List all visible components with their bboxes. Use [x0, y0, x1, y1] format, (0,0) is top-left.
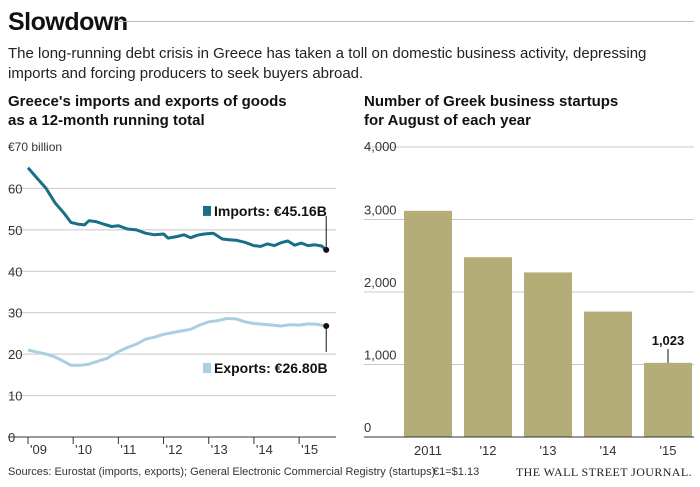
bar-y-tick-label: 1,000	[364, 348, 397, 363]
imports-series-line	[26, 166, 328, 252]
bar-chart-title: Number of Greek business startups for Au…	[364, 92, 618, 130]
bar-y-tick-label: 3,000	[364, 203, 397, 218]
line-chart-title: Greece's imports and exports of goods as…	[8, 92, 287, 130]
headline: Slowdown	[8, 8, 128, 36]
line-y-tick-label: 50	[8, 223, 22, 238]
line-x-tick-label: '13	[211, 442, 228, 457]
line-x-tick-label: '12	[166, 442, 183, 457]
bar-x-tick-label: '12	[480, 443, 497, 458]
bar-y-tick-label: 0	[364, 420, 371, 435]
startup-bar	[464, 257, 512, 437]
line-x-tick-label: '10	[75, 442, 92, 457]
sources-note: Sources: Eurostat (imports, exports); Ge…	[8, 466, 436, 478]
bar-x-tick-label: '15	[660, 443, 677, 458]
bar-x-tick-label: 2011	[414, 443, 442, 458]
currency-note: €1=$1.13	[433, 466, 480, 478]
bar-x-tick-label: '13	[540, 443, 557, 458]
bar-x-tick-label: '14	[600, 443, 617, 458]
line-y-tick-label: 10	[8, 389, 22, 404]
imports-legend-swatch	[203, 205, 211, 216]
line-x-tick-label: '11	[120, 442, 136, 457]
dek: The long-running debt crisis in Greece h…	[8, 45, 647, 82]
line-x-tick-label: '09	[30, 442, 47, 457]
imports-label: Imports: €45.16B	[214, 203, 327, 219]
publisher-logo: THE WALL STREET JOURNAL.	[515, 465, 692, 479]
line-y-tick-label: 40	[8, 264, 22, 279]
bar-chart-title-line2: for August of each year	[364, 112, 531, 129]
line-y-tick-label: 30	[8, 306, 22, 321]
line-unit-label: €70 billion	[8, 140, 62, 154]
startup-bar	[644, 362, 692, 437]
bar-chart-title-line1: Number of Greek business startups	[364, 93, 619, 110]
bar-y-tick-label: 4,000	[364, 139, 397, 154]
startup-bar	[524, 272, 572, 437]
exports-series-line	[27, 317, 327, 367]
imports-end-marker	[323, 246, 330, 253]
line-y-tick-label: 60	[8, 181, 22, 196]
top-rule	[116, 21, 694, 22]
line-y-tick-label: 20	[8, 347, 22, 362]
bar-annotation-label: 1,023	[652, 333, 685, 348]
exports-end-marker	[323, 322, 330, 329]
startup-bar	[404, 210, 452, 437]
line-x-tick-label: '15	[301, 442, 318, 457]
bar-y-tick-label: 2,000	[364, 275, 397, 290]
line-chart-title-line2: as a 12-month running total	[8, 112, 205, 129]
line-x-tick-label: '14	[256, 442, 273, 457]
exports-label: Exports: €26.80B	[214, 360, 328, 376]
startup-bar	[584, 311, 632, 437]
exports-legend-swatch	[203, 362, 211, 373]
line-chart-title-line1: Greece's imports and exports of goods	[8, 93, 287, 110]
